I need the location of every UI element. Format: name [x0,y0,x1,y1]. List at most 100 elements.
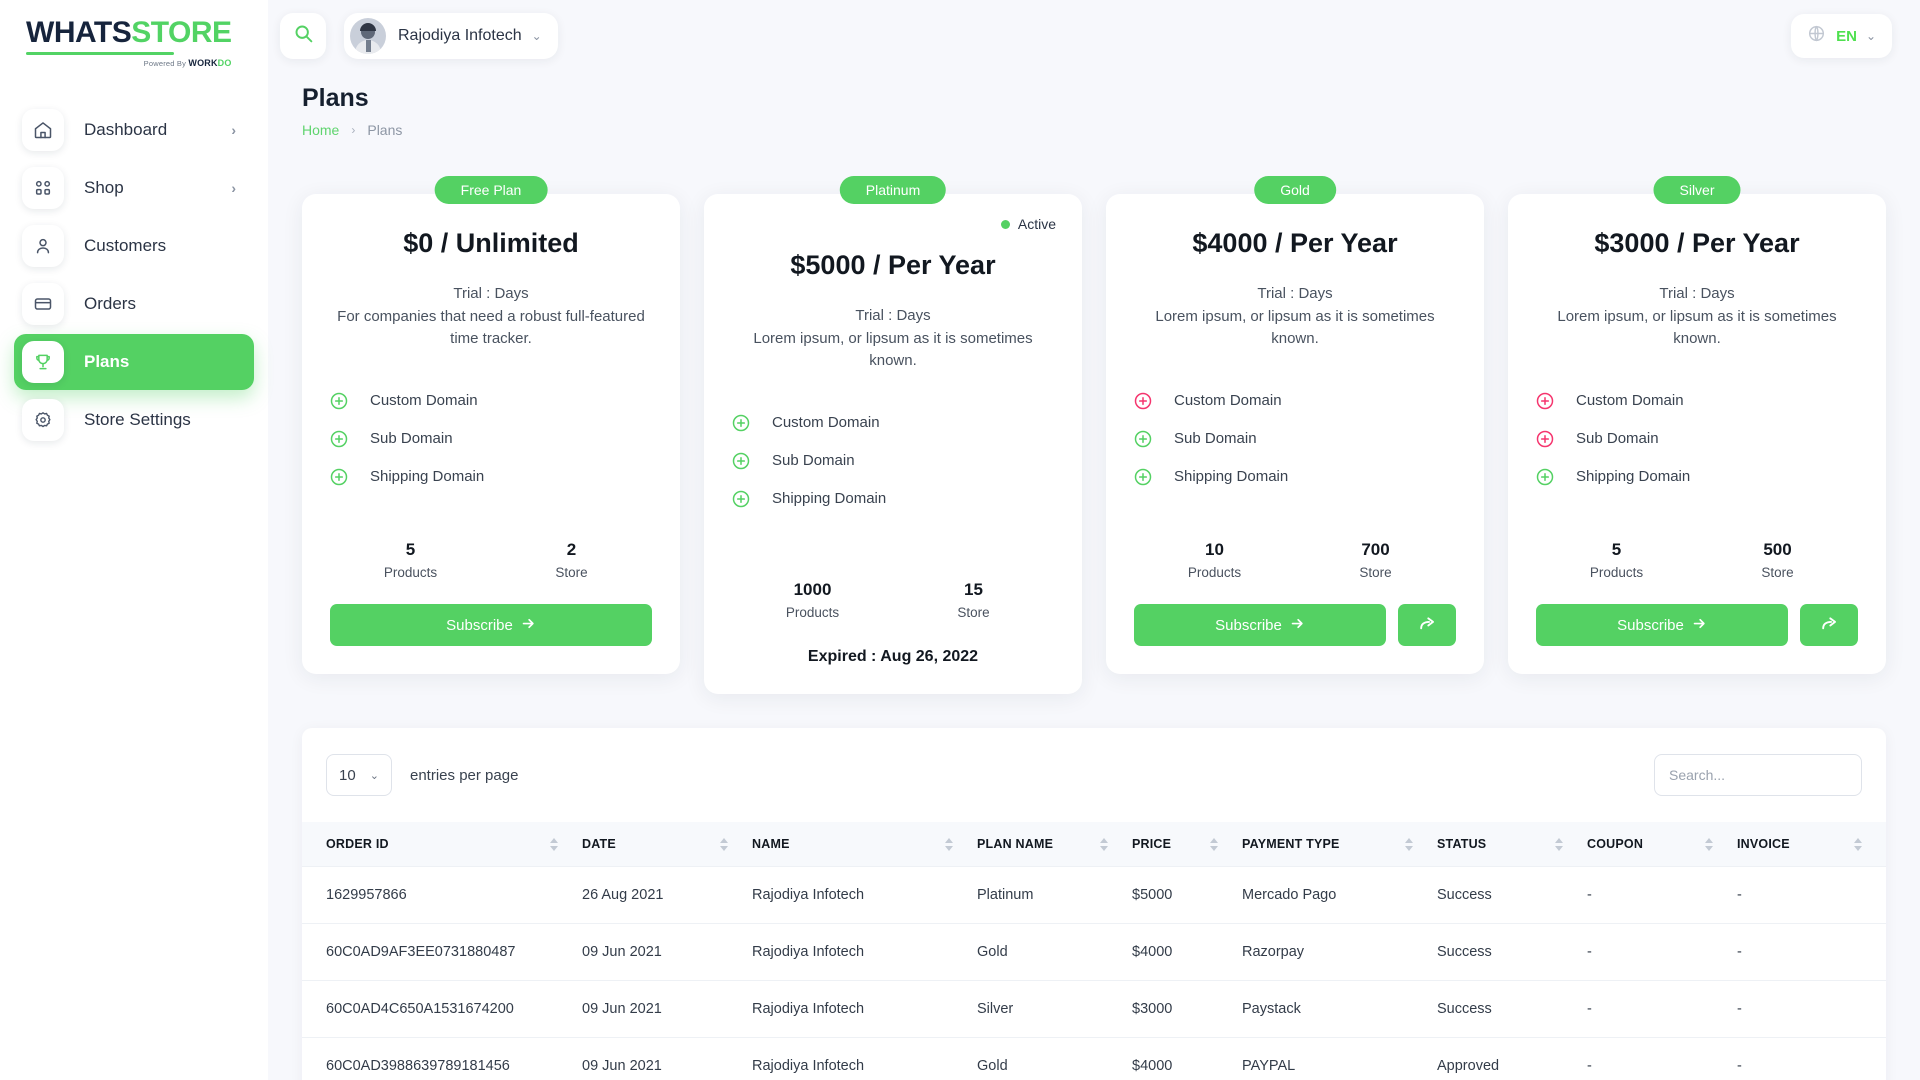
search-button[interactable] [280,13,326,59]
breadcrumb-current: Plans [367,122,403,138]
sidebar-item-orders[interactable]: Orders [14,276,254,332]
sort-icon [550,837,558,851]
subscribe-button[interactable]: Subscribe [330,604,652,646]
topbar: Rajodiya Infotech ⌄ EN ⌄ [268,0,1920,72]
plus-circle-icon [1134,392,1152,410]
column-header-name[interactable]: NAME [752,822,977,867]
card-icon [22,283,64,325]
plan-card-body: $4000 / Per Year Trial : Days Lorem ipsu… [1106,194,1484,674]
plan-feature-label: Sub Domain [772,452,855,469]
user-icon [22,225,64,267]
table-row[interactable]: 60C0AD3988639789181456 09 Jun 2021 Rajod… [302,1037,1886,1080]
plus-circle-icon [330,392,348,410]
chevron-down-icon: ⌄ [1865,29,1876,43]
plan-expiry: Expired : Aug 26, 2022 [807,648,979,665]
plan-feature: Sub Domain [1134,430,1456,448]
plus-circle-icon [1134,430,1152,448]
sort-icon [945,837,953,851]
column-header-status[interactable]: STATUS [1437,822,1587,867]
logo[interactable]: WHATSSTORE Powered By WORKDO [0,0,268,72]
subscribe-button-label: Subscribe [1215,616,1282,634]
cell-coupon: - [1587,980,1737,1038]
arrow-right-icon [521,616,536,635]
globe-icon [1807,24,1826,48]
plan-actions: Subscribe [330,604,652,646]
entries-per-page-value: 10 [339,766,356,784]
table-row[interactable]: 60C0AD9AF3EE0731880487 09 Jun 2021 Rajod… [302,923,1886,981]
plus-circle-icon [1536,468,1554,486]
plan-feature-label: Shipping Domain [772,490,887,507]
cell-date: 09 Jun 2021 [582,980,752,1038]
sidebar-item-customers[interactable]: Customers [14,218,254,274]
plan-feature-label: Shipping Domain [1174,468,1289,485]
plan-feature: Shipping Domain [732,490,1054,508]
chevron-down-icon: ⌄ [369,769,379,782]
table-row[interactable]: 1629957866 26 Aug 2021 Rajodiya Infotech… [302,866,1886,924]
plus-circle-icon [330,430,348,448]
arrow-right-icon [1290,616,1305,635]
cell-price: $3000 [1132,980,1242,1038]
table-row[interactable]: 60C0AD4C650A1531674200 09 Jun 2021 Rajod… [302,980,1886,1038]
plan-card-gold: Gold $4000 / Per Year Trial : Days Lorem… [1106,176,1484,694]
column-header-plan-name[interactable]: PLAN NAME [977,822,1132,867]
plan-feature-list: Custom Domain Sub Domain Shipping Domain [330,392,652,486]
plan-stat-label: Store [1761,565,1794,580]
subscribe-button[interactable]: Subscribe [1536,604,1788,646]
cell-plan-name: Gold [977,1037,1132,1080]
cell-invoice: - [1737,1037,1886,1080]
subscribe-button[interactable]: Subscribe [1134,604,1386,646]
cell-payment-type: Razorpay [1242,923,1437,981]
plan-stat-label: Products [383,565,438,580]
share-button[interactable] [1398,604,1456,646]
sort-icon [720,837,728,851]
logo-text: WHATSSTORE [26,15,232,49]
plan-stat-value: 700 [1361,540,1390,559]
breadcrumb-home[interactable]: Home [302,122,340,138]
column-header-price[interactable]: PRICE [1132,822,1242,867]
sidebar-item-store-settings[interactable]: Store Settings [14,392,254,448]
plan-feature-label: Custom Domain [1576,392,1684,409]
plus-circle-icon [732,452,750,470]
plan-feature-label: Shipping Domain [1576,468,1691,485]
column-header-payment-type[interactable]: PAYMENT TYPE [1242,822,1437,867]
plan-description: For companies that need a robust full-fe… [337,308,645,347]
cell-invoice: - [1737,923,1886,981]
search-input[interactable] [1654,754,1862,796]
cell-payment-type: Paystack [1242,980,1437,1038]
column-header-coupon[interactable]: COUPON [1587,822,1737,867]
plan-price: $0 / Unlimited [403,228,579,258]
plan-stat-value: 10 [1205,540,1224,559]
plan-stats: 5 Products 2 Store [330,540,652,580]
profile-menu[interactable]: Rajodiya Infotech ⌄ [344,13,558,59]
plus-circle-icon [1536,430,1554,448]
share-button[interactable] [1800,604,1858,646]
trophy-icon [22,341,64,383]
sidebar-item-dashboard[interactable]: Dashboard › [14,102,254,158]
entries-per-page-select[interactable]: 10 ⌄ [326,754,392,796]
column-header-date[interactable]: DATE [582,822,752,867]
column-header-order-id[interactable]: ORDER ID [302,822,582,867]
plan-feature: Sub Domain [1536,430,1858,448]
logo-part-b: STORE [131,15,232,49]
plan-feature: Custom Domain [1134,392,1456,410]
plan-stat-value: 5 [405,540,416,559]
plan-feature: Shipping Domain [1134,468,1456,486]
main-area: Rajodiya Infotech ⌄ EN ⌄ Plans Home › Pl… [268,0,1920,1080]
chevron-down-icon: ⌄ [531,29,542,43]
plan-stat: 2 Store [491,540,652,580]
arrow-right-icon [1692,616,1707,635]
plan-trial: Trial : Days [1659,285,1735,302]
sidebar-item-shop[interactable]: Shop › [14,160,254,216]
plan-description: Lorem ipsum, or lipsum as it is sometime… [1155,308,1435,347]
plan-feature-label: Sub Domain [1576,430,1659,447]
plan-feature-label: Custom Domain [772,414,880,431]
status-badge-label: Active [1017,216,1056,232]
page-title: Plans [302,84,369,112]
cell-coupon: - [1587,866,1737,924]
search-icon [293,23,314,49]
language-selector[interactable]: EN ⌄ [1791,14,1892,58]
column-header-invoice[interactable]: INVOICE [1737,822,1886,867]
sidebar-item-plans[interactable]: Plans [14,334,254,390]
plan-stat-value: 15 [964,580,983,599]
